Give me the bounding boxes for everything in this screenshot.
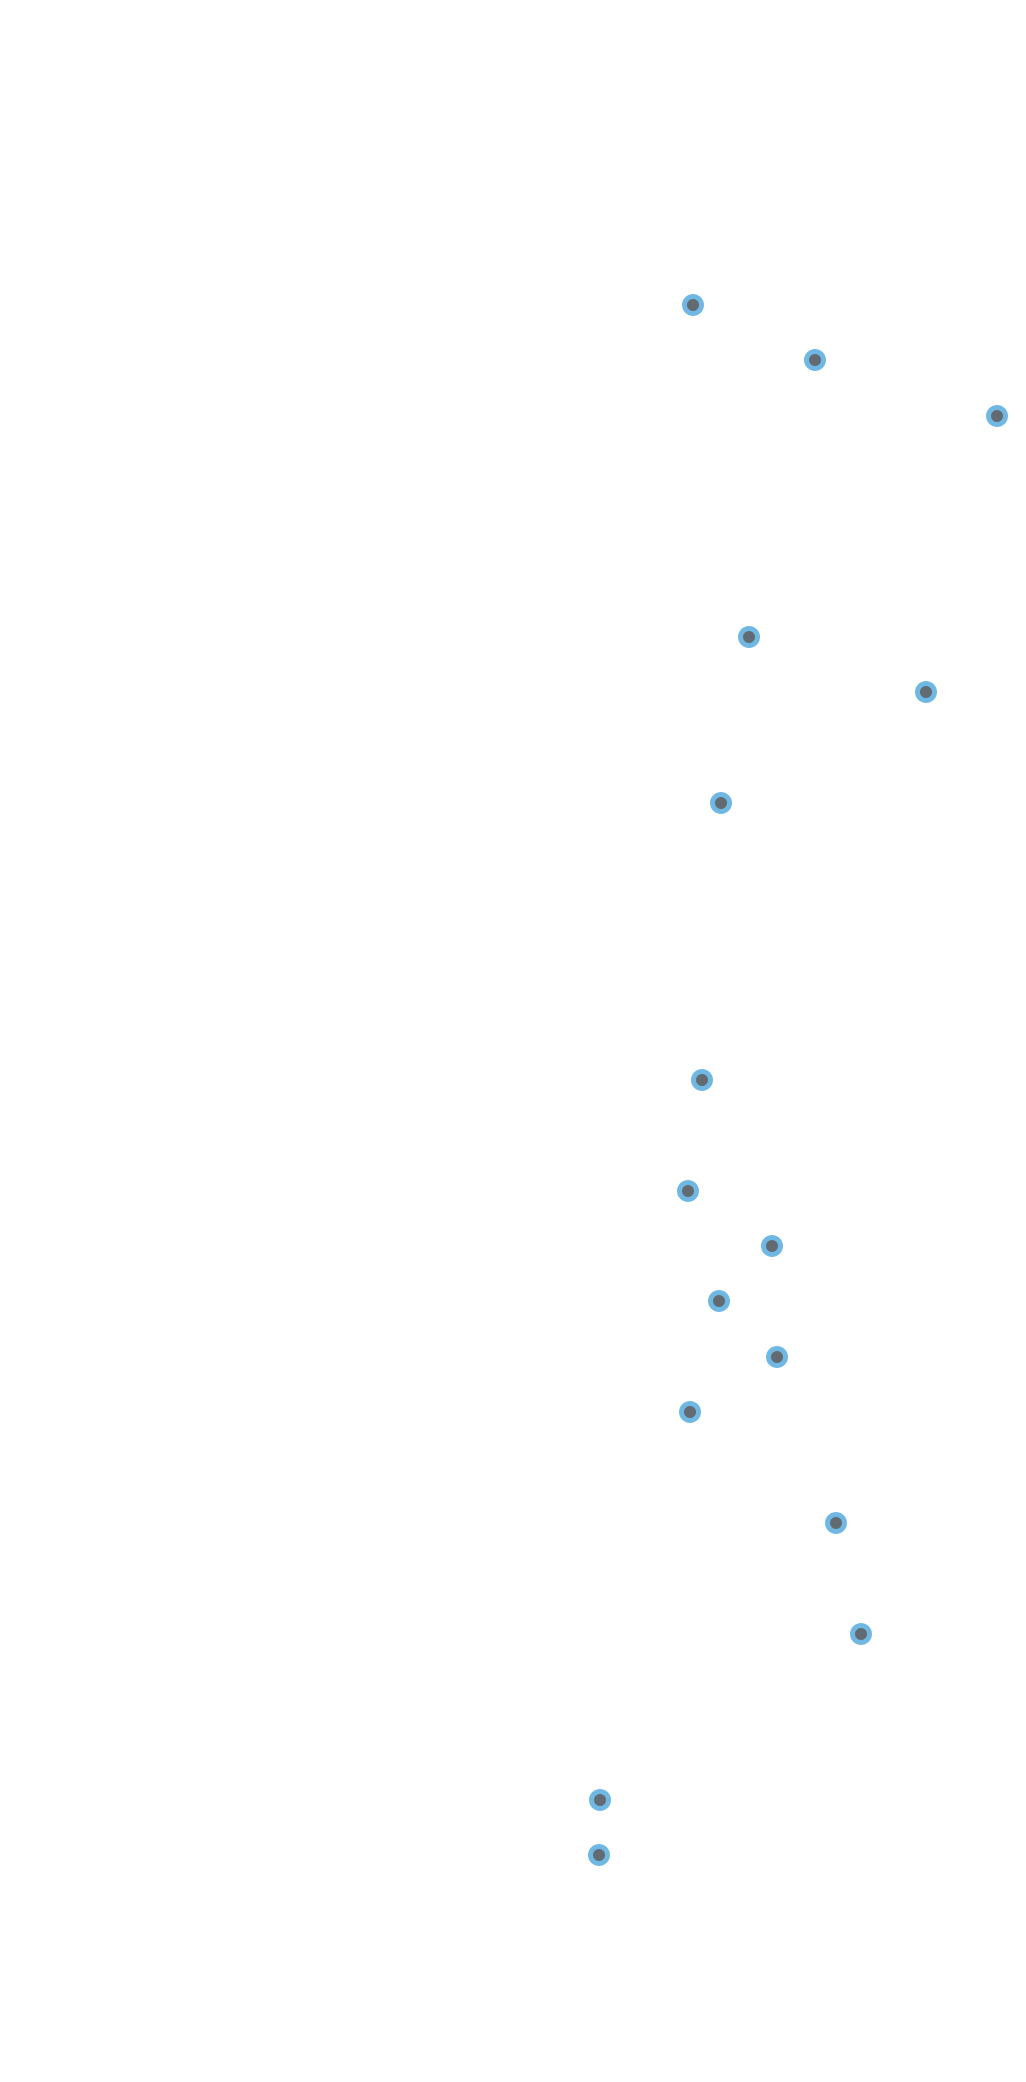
- scatter-point-core: [684, 1406, 696, 1418]
- scatter-point-core: [713, 1295, 725, 1307]
- scatter-point: [708, 1290, 730, 1312]
- scatter-point: [677, 1180, 699, 1202]
- scatter-point: [588, 1844, 610, 1866]
- scatter-point-core: [715, 797, 727, 809]
- scatter-point-core: [687, 299, 699, 311]
- scatter-point: [850, 1623, 872, 1645]
- scatter-point-core: [830, 1517, 842, 1529]
- scatter-point: [986, 405, 1008, 427]
- scatter-point-core: [593, 1849, 605, 1861]
- scatter-point-core: [991, 410, 1003, 422]
- data-points: [588, 294, 1008, 1866]
- scatter-point: [710, 792, 732, 814]
- scatter-point: [766, 1346, 788, 1368]
- scatter-point: [761, 1235, 783, 1257]
- scatter-point-core: [743, 631, 755, 643]
- scatter-point: [915, 681, 937, 703]
- scatter-point-core: [809, 354, 821, 366]
- scatter-point-core: [594, 1794, 606, 1806]
- scatter-point-core: [855, 1628, 867, 1640]
- scatter-point-core: [766, 1240, 778, 1252]
- scatter-point: [691, 1069, 713, 1091]
- scatter-point-core: [696, 1074, 708, 1086]
- scatter-point: [682, 294, 704, 316]
- scatter-point-core: [920, 686, 932, 698]
- scatter-point: [738, 626, 760, 648]
- scatter-point: [679, 1401, 701, 1423]
- scatter-point-core: [771, 1351, 783, 1363]
- scatter-point: [825, 1512, 847, 1534]
- scatter-point-core: [682, 1185, 694, 1197]
- scatter-point: [804, 349, 826, 371]
- scatter-point: [589, 1789, 611, 1811]
